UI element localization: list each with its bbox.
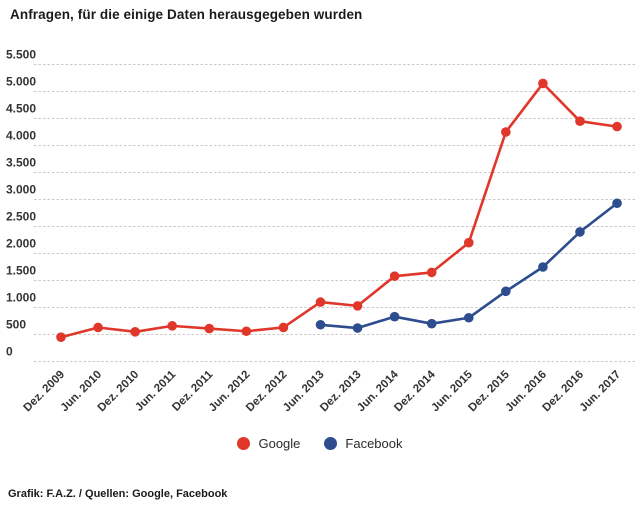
google-data-point	[352, 301, 363, 311]
google-data-point	[389, 271, 400, 281]
google-data-point	[204, 323, 215, 334]
google-series-dot-icon	[237, 437, 251, 450]
y-axis-tick-label: 500	[6, 318, 26, 332]
y-axis-tick-label: 1.000	[6, 291, 36, 305]
facebook-data-point	[575, 227, 585, 237]
facebook-data-point	[463, 312, 474, 323]
google-data-point	[93, 322, 103, 333]
chart-legend: Google Facebook	[0, 436, 640, 451]
google-data-point	[426, 267, 437, 278]
facebook-data-point	[426, 318, 437, 329]
google-data-point	[463, 237, 474, 248]
source-credit: Grafik: F.A.Z. / Quellen: Google, Facebo…	[8, 488, 228, 500]
facebook-data-point	[352, 323, 363, 333]
y-axis-tick-label: 5.500	[6, 48, 36, 62]
facebook-data-point	[612, 198, 622, 209]
google-data-point	[167, 321, 178, 331]
google-line	[59, 82, 619, 339]
facebook-data-point	[315, 319, 326, 330]
y-axis-tick-label: 0	[6, 345, 13, 359]
y-axis-tick-label: 4.500	[6, 102, 36, 116]
y-axis-tick-label: 4.000	[6, 129, 36, 143]
y-axis-tick-label: 1.500	[6, 264, 36, 278]
y-axis-tick-label: 5.000	[6, 75, 36, 89]
google-data-point	[130, 327, 140, 337]
y-axis-tick-label: 2.000	[6, 237, 36, 251]
facebook-series-dot-icon	[324, 437, 338, 450]
google-data-point	[278, 322, 289, 333]
legend-item-facebook: Facebook	[324, 436, 403, 451]
google-data-point	[612, 121, 622, 132]
y-axis-tick-label: 2.500	[6, 210, 36, 224]
chart-title: Anfragen, für die einige Daten herausgeg…	[10, 7, 363, 22]
legend-label-google: Google	[258, 436, 301, 451]
legend-item-google: Google	[237, 436, 300, 451]
google-data-point	[538, 78, 548, 89]
facebook-data-point	[501, 286, 511, 297]
google-data-point	[56, 332, 66, 343]
google-data-point	[575, 116, 585, 126]
facebook-data-point	[389, 311, 400, 322]
legend-label-facebook: Facebook	[345, 436, 403, 451]
y-axis-tick-label: 3.000	[6, 183, 36, 197]
facebook-line	[319, 201, 619, 330]
facebook-data-point	[538, 262, 548, 272]
google-data-point	[501, 127, 511, 137]
google-data-point	[241, 326, 252, 337]
y-axis-tick-label: 3.500	[6, 156, 36, 170]
google-data-point	[315, 297, 326, 307]
x-axis-tick-label: Jun. 2017	[578, 369, 624, 415]
